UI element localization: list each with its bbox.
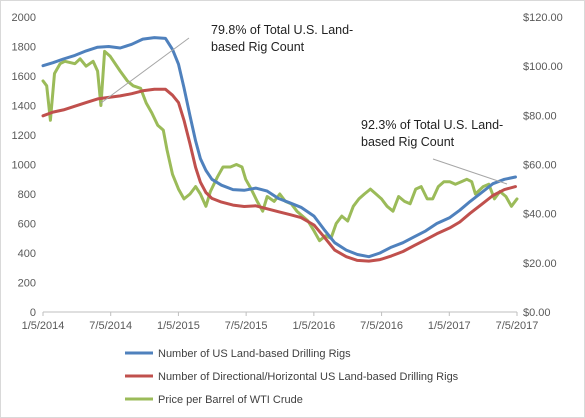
legend-label: Number of Directional/Horizontal US Land… [158, 371, 459, 383]
annotation-text: based Rig Count [361, 135, 455, 149]
series-line-2 [41, 87, 517, 263]
x-tick-label: 7/5/2015 [225, 320, 268, 332]
x-tick-label: 7/5/2016 [360, 320, 403, 332]
series-line-3 [41, 49, 519, 243]
right-y-axis: $0.00 $20.00 $40.00 $60.00 $80.00 $100.00 $120… [523, 12, 563, 319]
y-tick-label: 200 [18, 278, 36, 290]
x-tick-label: 7/5/2017 [496, 320, 539, 332]
series-line-1 [41, 36, 517, 259]
legend-label: Number of US Land-based Drilling Rigs [158, 348, 351, 360]
y2-tick-label: $60.00 [523, 160, 557, 172]
x-tick-label: 1/5/2015 [157, 320, 200, 332]
series-lines [41, 36, 519, 263]
y2-tick-label: $40.00 [523, 209, 557, 221]
x-tick-label: 7/5/2014 [89, 320, 132, 332]
x-tick-label: 1/5/2014 [22, 320, 65, 332]
annotation-text: based Rig Count [211, 40, 305, 54]
y-tick-label: 1800 [12, 42, 36, 54]
y2-tick-label: $120.00 [523, 12, 563, 24]
y-tick-label: 1000 [12, 160, 36, 172]
y2-tick-label: $100.00 [523, 61, 563, 73]
y-tick-label: 0 [30, 307, 36, 319]
annotation-leader-line [432, 158, 508, 185]
y-tick-label: 1400 [12, 101, 36, 113]
annotation-text: 92.3% of Total U.S. Land- [361, 118, 503, 132]
y-tick-label: 2000 [12, 12, 36, 24]
legend-label: Price per Barrel of WTI Crude [158, 394, 303, 406]
y-tick-label: 1200 [12, 130, 36, 142]
y-tick-label: 400 [18, 248, 36, 260]
legend: Number of US Land-based Drilling Rigs Num… [125, 348, 459, 406]
x-axis: 1/5/2014 7/5/2014 1/5/2015 7/5/2015 1/5/2016… [22, 312, 539, 332]
x-tick-label: 1/5/2016 [292, 320, 335, 332]
y2-tick-label: $20.00 [523, 258, 557, 270]
x-tick-label: 1/5/2017 [428, 320, 471, 332]
y2-tick-label: $0.00 [523, 307, 551, 319]
left-y-axis: 0 200 400 600 800 1000 1200 1400 1600 1800 2000 [12, 12, 36, 319]
annotation-leader-line [100, 37, 190, 104]
y2-tick-label: $80.00 [523, 110, 557, 122]
y-tick-label: 800 [18, 189, 36, 201]
y-tick-label: 1600 [12, 71, 36, 83]
annotations: 79.8% of Total U.S. Land-based Rig Count… [100, 23, 508, 185]
annotation-text: 79.8% of Total U.S. Land- [211, 23, 353, 37]
y-tick-label: 600 [18, 219, 36, 231]
